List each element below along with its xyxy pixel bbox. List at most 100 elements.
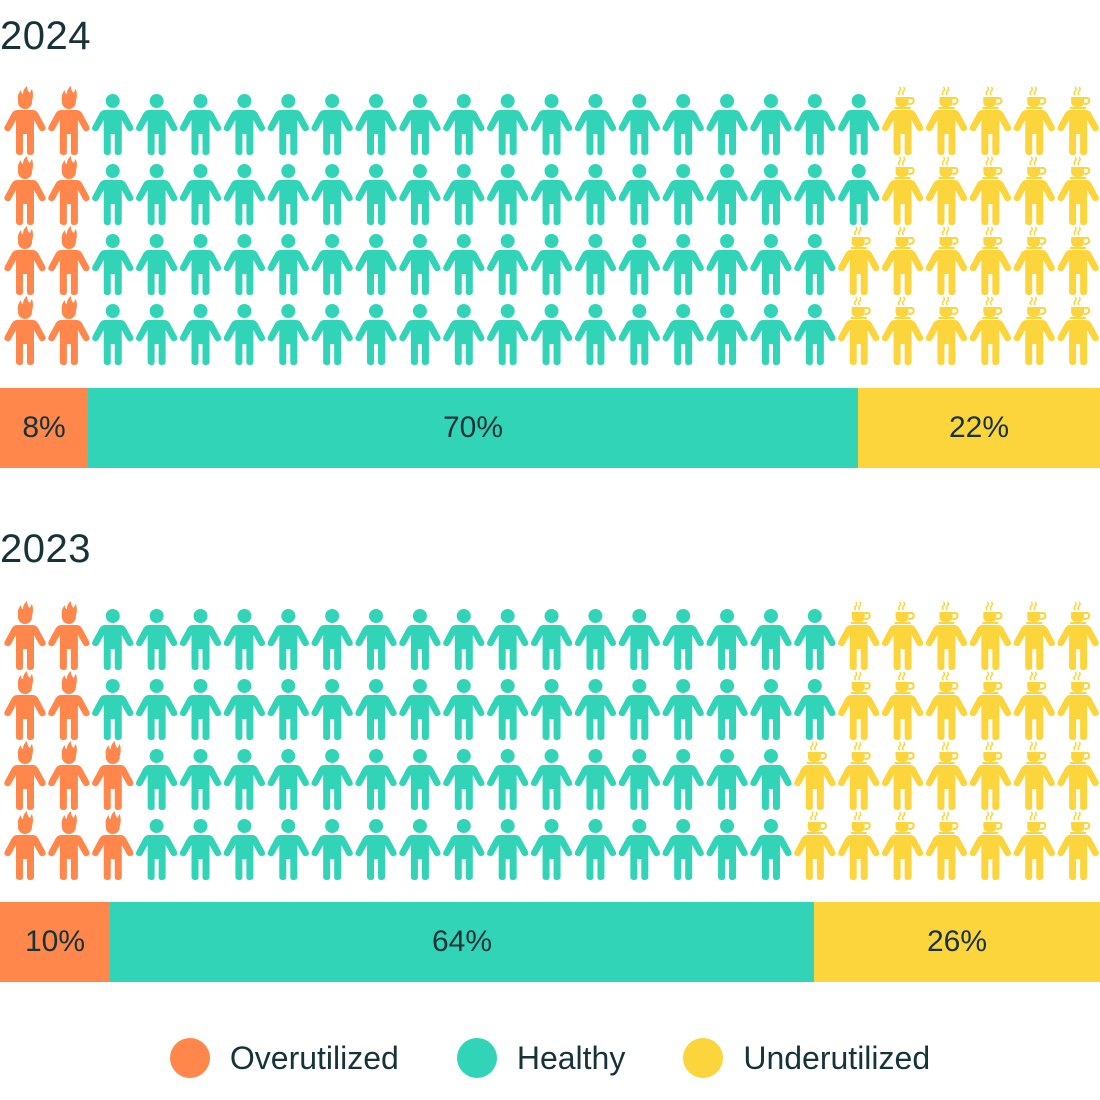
coffee-person-icon — [1013, 741, 1055, 810]
person-icon — [750, 749, 792, 810]
person-icon — [311, 609, 353, 670]
flame-person-icon — [48, 671, 90, 740]
person-icon — [487, 164, 529, 225]
person-icon — [399, 234, 441, 295]
person-icon — [706, 164, 748, 225]
person-icon — [487, 679, 529, 740]
coffee-person-icon — [881, 226, 924, 295]
coffee-person-icon — [1057, 671, 1099, 740]
flame-person-icon — [48, 86, 90, 155]
coffee-person-icon — [881, 671, 924, 740]
person-icon — [662, 749, 704, 810]
person-icon — [618, 609, 660, 670]
person-icon — [267, 304, 309, 365]
flame-person-icon — [48, 601, 90, 670]
person-icon — [399, 679, 441, 740]
person-icon — [618, 819, 660, 880]
person-icon — [487, 819, 529, 880]
person-icon — [355, 304, 397, 365]
person-icon — [706, 679, 748, 740]
person-icon — [355, 234, 397, 295]
person-icon — [267, 164, 309, 225]
coffee-person-icon — [838, 296, 880, 365]
person-icon — [574, 94, 617, 155]
person-icon — [135, 679, 178, 740]
person-icon — [750, 234, 792, 295]
coffee-person-icon — [925, 156, 968, 225]
person-icon — [267, 679, 309, 740]
coffee-person-icon — [925, 86, 968, 155]
coffee-person-icon — [1013, 671, 1055, 740]
person-icon — [311, 94, 353, 155]
coffee-person-icon — [1013, 296, 1055, 365]
legend-swatch-healthy — [456, 1038, 497, 1078]
person-icon — [179, 94, 222, 155]
coffee-person-icon — [881, 741, 924, 810]
person-icon — [574, 164, 617, 225]
person-icon — [399, 164, 441, 225]
coffee-person-icon — [969, 601, 1012, 670]
person-icon — [355, 164, 397, 225]
coffee-person-icon — [1013, 156, 1055, 225]
person-icon — [355, 679, 397, 740]
flame-person-icon — [48, 811, 90, 880]
coffee-person-icon — [969, 811, 1012, 880]
person-icon — [530, 609, 573, 670]
person-icon — [443, 94, 485, 155]
person-icon — [311, 749, 353, 810]
person-icon — [399, 819, 441, 880]
person-icon — [574, 234, 617, 295]
person-icon — [311, 819, 353, 880]
person-icon — [223, 304, 266, 365]
flame-person-icon — [48, 296, 90, 365]
coffee-person-icon — [881, 811, 924, 880]
person-icon — [574, 679, 617, 740]
person-icon — [530, 819, 573, 880]
coffee-person-icon — [838, 601, 880, 670]
person-icon — [135, 234, 178, 295]
coffee-person-icon — [838, 741, 880, 810]
person-icon — [311, 234, 353, 295]
flame-person-icon — [4, 671, 46, 740]
person-icon — [794, 679, 836, 740]
bar-segment-healthy: 64% — [110, 902, 814, 982]
coffee-person-icon — [969, 741, 1012, 810]
coffee-person-icon — [838, 811, 880, 880]
flame-person-icon — [4, 86, 46, 155]
coffee-person-icon — [1057, 86, 1099, 155]
person-icon — [574, 609, 617, 670]
coffee-person-icon — [881, 86, 924, 155]
coffee-person-icon — [1057, 741, 1099, 810]
person-icon — [355, 819, 397, 880]
legend-item-overutilized: Overutilized — [169, 1038, 399, 1078]
person-icon — [92, 94, 134, 155]
person-icon — [706, 234, 748, 295]
person-icon — [311, 164, 353, 225]
person-icon — [399, 94, 441, 155]
coffee-person-icon — [1057, 226, 1099, 295]
person-icon — [443, 609, 485, 670]
legend: Overutilized Healthy Underutilized — [0, 1038, 1100, 1078]
person-icon — [662, 304, 704, 365]
person-icon — [223, 609, 266, 670]
person-icon — [487, 609, 529, 670]
panel-title-2024: 2024 — [0, 14, 91, 58]
flame-person-icon — [48, 156, 90, 225]
coffee-person-icon — [925, 296, 968, 365]
flame-person-icon — [4, 811, 46, 880]
person-icon — [355, 94, 397, 155]
person-icon — [530, 679, 573, 740]
coffee-person-icon — [794, 811, 836, 880]
bar-segment-overutilized: 8% — [0, 388, 88, 468]
flame-person-icon — [4, 296, 46, 365]
legend-item-underutilized: Underutilized — [683, 1038, 930, 1078]
legend-swatch-underutilized — [683, 1038, 724, 1078]
person-icon — [618, 679, 660, 740]
flame-person-icon — [4, 601, 46, 670]
coffee-person-icon — [838, 226, 880, 295]
person-icon — [487, 304, 529, 365]
bar-segment-overutilized: 10% — [0, 902, 110, 982]
person-icon — [662, 819, 704, 880]
person-icon — [443, 164, 485, 225]
flame-person-icon — [92, 741, 134, 810]
